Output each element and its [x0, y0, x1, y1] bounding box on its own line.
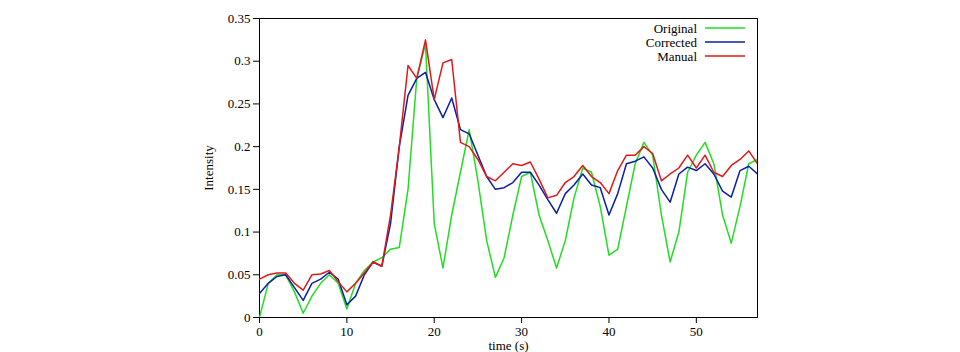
svg-text:Intensity: Intensity: [201, 145, 216, 191]
svg-text:Corrected: Corrected: [646, 35, 698, 50]
svg-text:20: 20: [428, 324, 441, 339]
svg-text:0.25: 0.25: [228, 96, 251, 111]
svg-text:40: 40: [602, 324, 615, 339]
svg-text:0: 0: [256, 324, 263, 339]
svg-text:30: 30: [515, 324, 528, 339]
svg-text:0.05: 0.05: [228, 267, 251, 282]
svg-text:0: 0: [244, 310, 251, 325]
svg-text:Manual: Manual: [657, 49, 697, 64]
svg-text:10: 10: [340, 324, 353, 339]
svg-text:Original: Original: [654, 21, 698, 36]
svg-text:time (s): time (s): [488, 338, 528, 352]
svg-text:0.2: 0.2: [234, 139, 250, 154]
svg-text:0.3: 0.3: [234, 53, 250, 68]
svg-text:0.35: 0.35: [228, 11, 251, 26]
svg-text:0.1: 0.1: [234, 224, 250, 239]
svg-text:0.15: 0.15: [228, 182, 251, 197]
svg-text:50: 50: [690, 324, 703, 339]
